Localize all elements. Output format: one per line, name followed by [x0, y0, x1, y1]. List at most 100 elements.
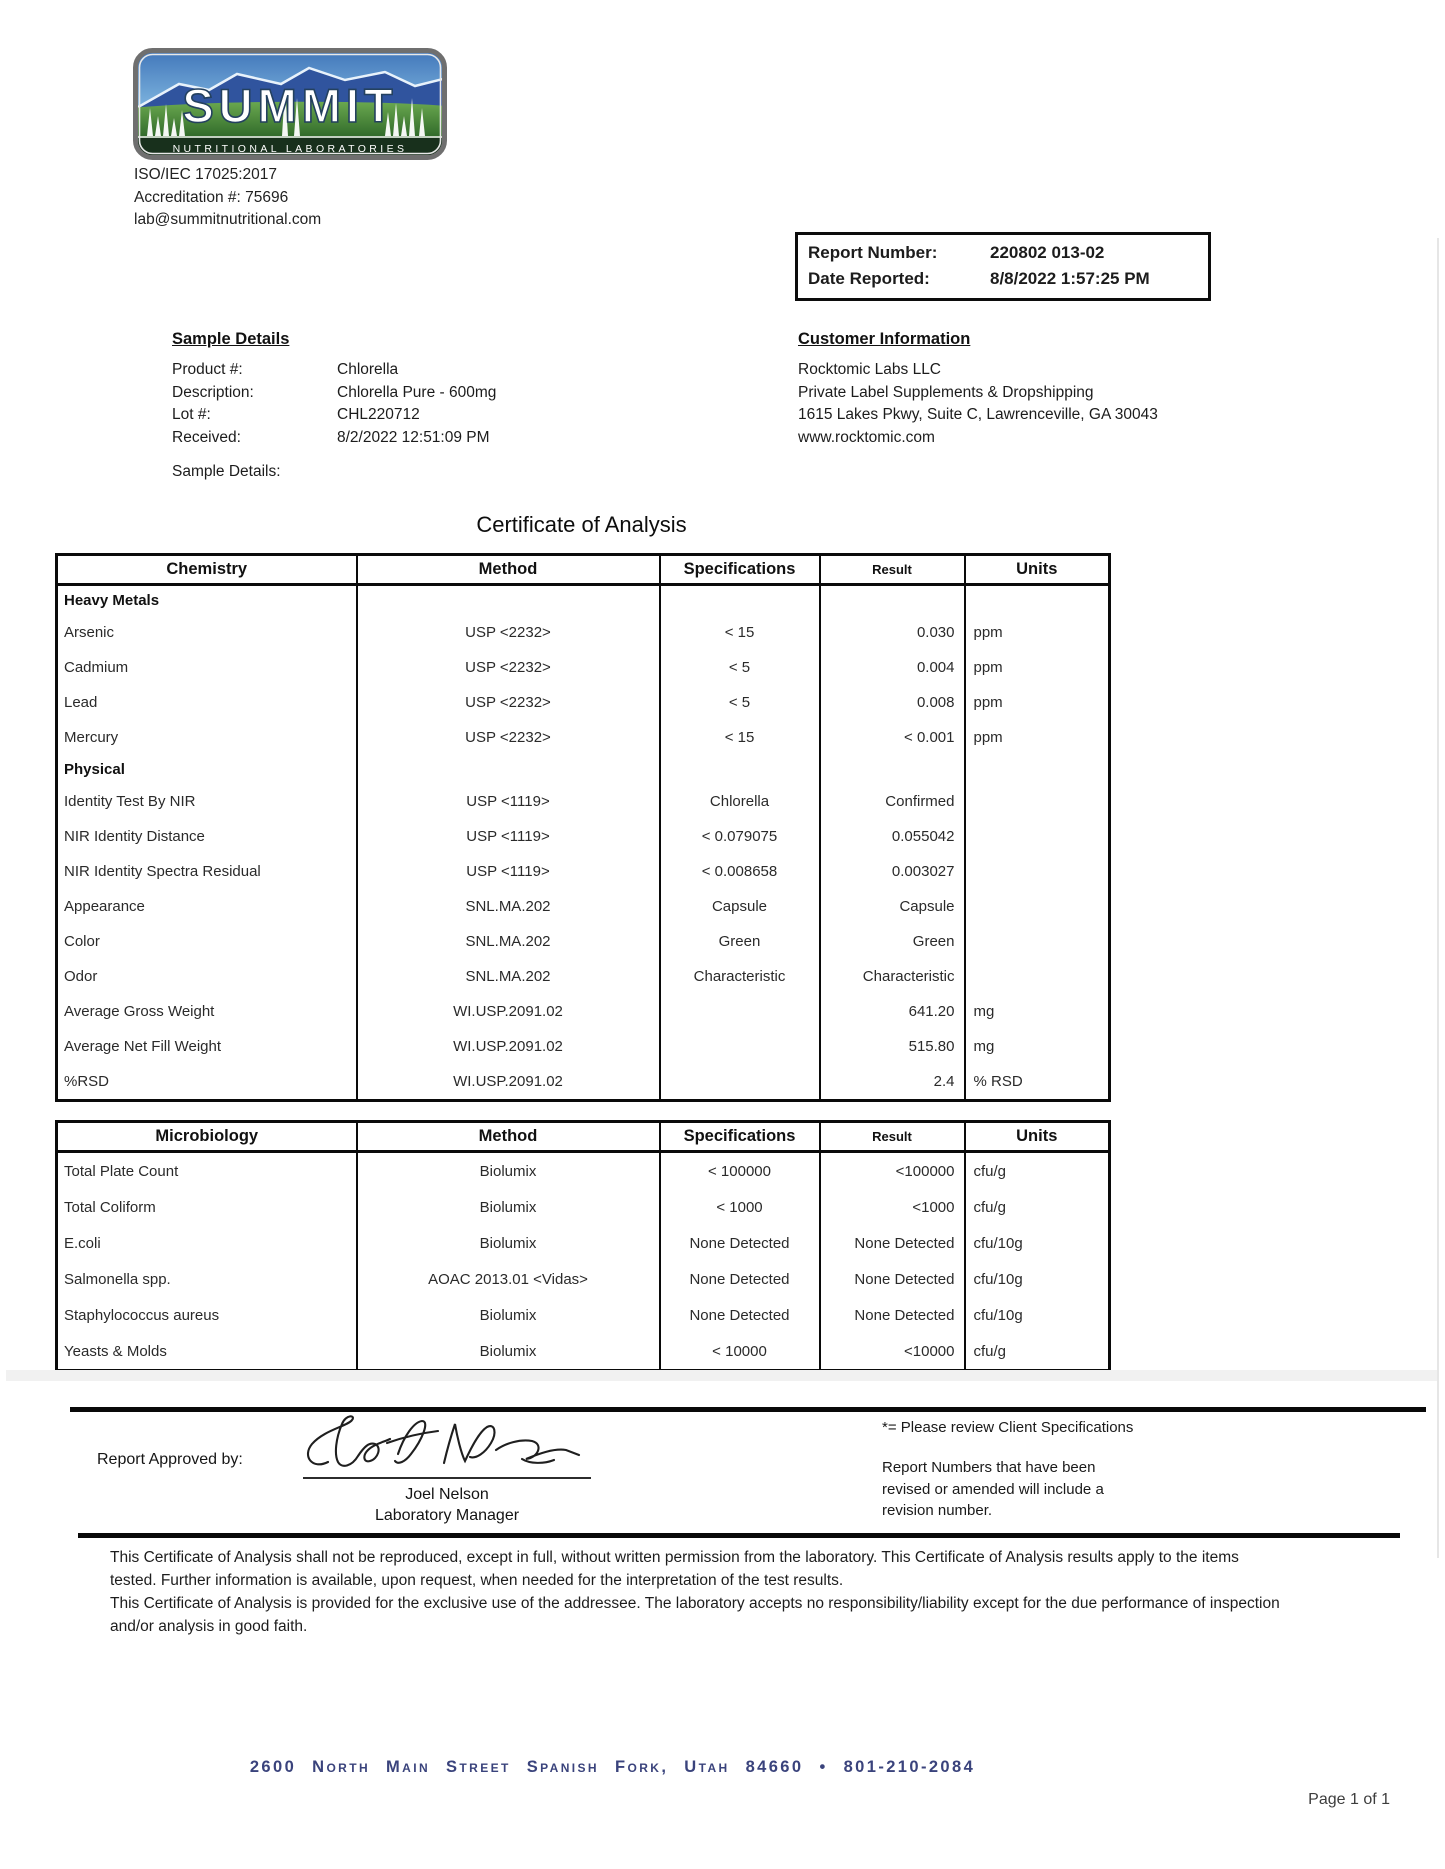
cell-spec	[658, 1029, 820, 1064]
cell-result	[818, 755, 965, 784]
units-header: Units	[963, 1121, 1110, 1153]
cell-units	[963, 959, 1110, 994]
cell-spec	[658, 994, 820, 1029]
cell-method: WI.USP.2091.02	[355, 1064, 660, 1101]
cell-units: cfu/10g	[963, 1297, 1110, 1333]
accreditation-block: ISO/IEC 17025:2017 Accreditation #: 7569…	[134, 164, 321, 232]
signer-title: Laboratory Manager	[374, 1507, 520, 1524]
cell-units	[963, 584, 1110, 615]
sample-details-block: Sample Details Product #: Chlorella Descri…	[172, 330, 496, 449]
cell-method: WI.USP.2091.02	[355, 994, 660, 1029]
chemistry-header: Chemistry	[56, 554, 357, 586]
disclaimer-paragraph-1: This Certificate of Analysis shall not b…	[110, 1549, 1239, 1589]
cell-spec: < 15	[658, 615, 820, 650]
cell-spec: < 0.008658	[658, 854, 820, 889]
customer-info-lines: Rocktomic Labs LLC Private Label Supplem…	[798, 359, 1158, 449]
cell-name: Staphylococcus aureus	[64, 1306, 220, 1324]
cell-result: Confirmed	[818, 784, 965, 819]
cell-name: Average Gross Weight	[64, 1003, 215, 1020]
cell-result: 2.4	[818, 1064, 965, 1101]
table-row: Yeasts & Molds Biolumix < 10000 <10000 cfu/g	[57, 1333, 1110, 1371]
cell-units: mg	[963, 994, 1110, 1029]
cell-spec: < 10000	[658, 1333, 820, 1371]
table-row: Appearance SNL.MA.202 Capsule Capsule	[57, 889, 1110, 924]
cell-method	[355, 755, 660, 784]
table-row: E.coli Biolumix None Detected None Detected…	[57, 1225, 1110, 1261]
cell-units: ppm	[963, 720, 1110, 755]
cell-spec: Green	[658, 924, 820, 959]
sample-detail-value: Chlorella	[337, 361, 399, 378]
cell-units	[963, 889, 1110, 924]
iso-line: ISO/IEC 17025:2017	[134, 166, 278, 183]
cell-units	[963, 924, 1110, 959]
section-row: Physical	[57, 755, 1110, 784]
sample-detail-row: Lot #: CHL220712	[172, 404, 496, 427]
cell-method: SNL.MA.202	[355, 889, 660, 924]
cell-name: Arsenic	[64, 624, 115, 641]
cell-units: cfu/10g	[963, 1225, 1110, 1261]
cell-name: Total Coliform	[64, 1198, 156, 1216]
sample-detail-value: Chlorella Pure - 600mg	[337, 383, 497, 401]
cell-name: NIR Identity Spectra Residual	[64, 863, 261, 880]
cell-spec: < 5	[658, 685, 820, 720]
lab-email: lab@summitnutritional.com	[134, 211, 322, 228]
table-row: Identity Test By NIR USP <1119> Chlorella C…	[57, 784, 1110, 819]
cell-result: None Detected	[818, 1261, 965, 1297]
table-row: Average Gross Weight WI.USP.2091.02 641.20…	[57, 994, 1110, 1029]
table-row: NIR Identity Spectra Residual USP <1119> <…	[57, 854, 1110, 889]
cell-spec	[658, 755, 820, 784]
cell-method	[355, 584, 660, 615]
method-header: Method	[355, 554, 660, 586]
sample-detail-row: Description: Chlorella Pure - 600mg	[172, 382, 496, 405]
summit-logo: SUMMIT NUTRITIONAL LABORATORIES	[133, 48, 447, 160]
cell-result: 0.004	[818, 650, 965, 685]
customer-website: www.rocktomic.com	[798, 428, 935, 446]
client-specifications-note: *= Please review Client Specifications	[882, 1419, 1134, 1436]
cell-units: cfu/g	[963, 1333, 1110, 1371]
cell-units: cfu/g	[963, 1189, 1110, 1225]
cell-spec: Characteristic	[658, 959, 820, 994]
cell-method: Biolumix	[355, 1225, 660, 1261]
sample-detail-label: Lot #:	[172, 406, 211, 423]
table-row: Lead USP <2232> < 5 0.008 ppm	[57, 685, 1110, 720]
cell-method: AOAC 2013.01 <Vidas>	[355, 1261, 660, 1297]
sample-details-extra-label: Sample Details:	[172, 463, 281, 480]
cell-name: Average Net Fill Weight	[64, 1038, 222, 1055]
divider-line-bottom	[78, 1533, 1400, 1538]
cell-name: Yeasts & Molds	[64, 1342, 167, 1360]
sample-details-heading: Sample Details	[172, 330, 290, 348]
cell-method: USP <2232>	[355, 650, 660, 685]
table-row: Arsenic USP <2232> < 15 0.030 ppm	[57, 615, 1110, 650]
page-title: Certificate of Analysis	[476, 512, 687, 537]
cell-method: SNL.MA.202	[355, 959, 660, 994]
chemistry-header-row: Chemistry Method Specifications Result U…	[56, 554, 1110, 586]
cell-name: Color	[64, 933, 100, 950]
cell-units: mg	[963, 1029, 1110, 1064]
cell-result: 641.20	[818, 994, 965, 1029]
cell-result: <1000	[818, 1189, 965, 1225]
cell-spec: None Detected	[658, 1261, 820, 1297]
cell-name: Odor	[64, 968, 98, 985]
table-row: Odor SNL.MA.202 Characteristic Characterist…	[57, 959, 1110, 994]
cell-spec: < 5	[658, 650, 820, 685]
specifications-header: Specifications	[658, 1121, 820, 1153]
cell-method: SNL.MA.202	[355, 924, 660, 959]
cell-result: < 0.001	[818, 720, 965, 755]
report-box: Report Number: 220802 013-02 Date Report…	[795, 232, 1211, 301]
cell-result: Capsule	[818, 889, 965, 924]
cell-result: None Detected	[818, 1297, 965, 1333]
cell-spec	[658, 1064, 820, 1101]
microbiology-table: Microbiology Method Specifications Resul…	[55, 1120, 1111, 1372]
table-row: Color SNL.MA.202 Green Green	[57, 924, 1110, 959]
cell-units: cfu/g	[963, 1151, 1110, 1189]
sample-detail-row: Product #: Chlorella	[172, 359, 496, 382]
accreditation-number-line: Accreditation #: 75696	[134, 188, 289, 206]
microbiology-header-row: Microbiology Method Specifications Resul…	[56, 1121, 1110, 1153]
revision-note: Report Numbers that have been revised or…	[882, 1459, 1104, 1519]
report-approved-by-label: Report Approved by:	[97, 1451, 243, 1468]
report-number-label: Report Number:	[808, 243, 938, 262]
signer-name: Joel Nelson	[405, 1486, 489, 1503]
signature-graphic	[306, 1415, 581, 1467]
logo-subtitle-text: NUTRITIONAL LABORATORIES	[173, 143, 408, 155]
